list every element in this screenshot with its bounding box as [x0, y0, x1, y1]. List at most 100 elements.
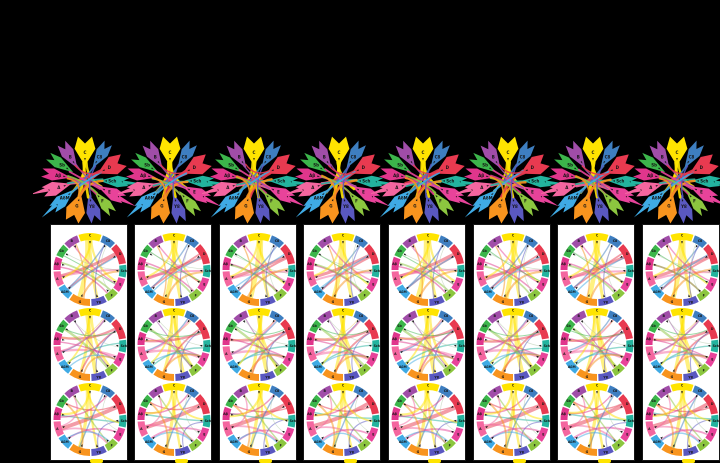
chord-diagram: C C8 D Sch E F Y8 G AδM A Aβ Sb B: [306, 233, 381, 306]
segment-arc: [306, 421, 318, 437]
flower-petal: [582, 136, 603, 166]
chord-diagram: C C8 D Sch E F Y8 G AδM A Aβ Sb B: [560, 308, 635, 381]
segment-label: Sb: [397, 249, 402, 253]
segment-label: Aβ: [223, 412, 228, 416]
segment-label: Sb: [313, 324, 318, 328]
segment-pointer-icon: [503, 294, 506, 297]
segment-pointer-icon: [569, 276, 573, 279]
petal-label: AδM: [398, 196, 408, 201]
segment-label: Sch: [205, 419, 212, 423]
segment-label: C: [342, 309, 345, 313]
segment-arc: [309, 319, 322, 334]
segment-pointer-icon: [575, 192, 579, 196]
segment-label: F: [195, 444, 197, 448]
segment-pointer-icon: [573, 167, 577, 170]
flower-petal: [686, 190, 709, 217]
segment-pointer-icon: [657, 328, 661, 331]
segment-arc: [317, 310, 333, 324]
segment-pointer-icon: [232, 185, 236, 187]
segment-arc: [197, 352, 210, 367]
segment-pointer-icon: [72, 161, 75, 164]
segment-label: Y8: [433, 300, 439, 304]
segment-arc: [77, 383, 102, 392]
petal-label: D: [192, 165, 196, 170]
segment-label: F: [279, 294, 281, 298]
segment-label: G: [163, 450, 166, 454]
petal-label: D: [277, 165, 281, 170]
segment-label: A: [225, 427, 228, 431]
flower-petal: [182, 154, 212, 175]
petal-label: Y8: [88, 204, 95, 209]
segment-pointer-icon: [67, 286, 71, 290]
segment-arc: [311, 359, 326, 374]
flower-petal: [65, 193, 85, 224]
segment-label: AδM: [483, 365, 491, 369]
segment-label: C8: [444, 389, 449, 393]
segment-label: A: [394, 352, 397, 356]
segment-pointer-icon: [485, 426, 488, 429]
segment-pointer-icon: [704, 355, 708, 358]
segment-arc: [306, 256, 316, 271]
petal-label: G: [329, 203, 332, 208]
segment-arc: [541, 414, 549, 428]
segment-pointer-icon: [591, 158, 594, 161]
segment-label: AδM: [60, 290, 68, 294]
segment-label: Aβ: [392, 337, 397, 341]
segment-label: Y8: [95, 300, 101, 304]
segment-pointer-icon: [95, 369, 98, 373]
segment-arc: [90, 295, 107, 306]
segment-label: Sb: [566, 249, 571, 253]
flower-petal: [125, 168, 156, 181]
segment-pointer-icon: [65, 403, 68, 406]
segment-pointer-icon: [411, 320, 415, 323]
segment-pointer-icon: [148, 185, 151, 187]
segment-label: E: [373, 283, 375, 287]
petal-label: Sch: [700, 179, 708, 184]
segment-pointer-icon: [453, 269, 457, 272]
segment-label: C8: [613, 239, 618, 243]
segment-label: Sb: [482, 324, 487, 328]
flower-petal: [177, 140, 197, 169]
chord-panel: C C8 D Sch E F Y8 G AδM A Aβ Sb B C C8 D Sch E F Y8 G AδM A Aβ S…: [134, 224, 213, 461]
segment-label: C: [173, 234, 176, 238]
segment-pointer-icon: [95, 444, 98, 448]
segment-arc: [225, 394, 238, 409]
segment-label: G: [417, 375, 420, 379]
segment-arc: [68, 443, 90, 456]
segment-arc: [331, 383, 355, 392]
petal-label: C: [337, 150, 340, 155]
segment-pointer-icon: [366, 405, 369, 408]
segment-arc: [153, 368, 175, 381]
segment-arc: [438, 385, 453, 399]
flower-petal: [92, 140, 112, 169]
segment-label: D: [626, 327, 629, 331]
segment-arc: [77, 233, 102, 242]
segment-arc: [541, 264, 549, 278]
segment-pointer-icon: [610, 320, 613, 323]
segment-label: E: [457, 433, 459, 437]
segment-arc: [197, 277, 210, 292]
segment-arc: [702, 319, 718, 340]
segment-pointer-icon: [526, 245, 529, 248]
segment-pointer-icon: [695, 395, 698, 398]
segment-label: Sch: [459, 419, 466, 423]
segment-pointer-icon: [326, 161, 329, 164]
segment-pointer-icon: [275, 289, 278, 292]
segment-label: Y8: [518, 450, 524, 454]
chord-diagram: C C8 D Sch E F Y8 G AδM A Aβ Sb B: [645, 308, 720, 381]
segment-pointer-icon: [695, 320, 698, 323]
segment-label: G: [163, 300, 166, 304]
segment-arc: [645, 406, 655, 421]
segment-pointer-icon: [366, 280, 370, 283]
petal-label: D: [446, 165, 450, 170]
segment-label: B: [578, 314, 581, 318]
segment-pointer-icon: [585, 198, 587, 202]
petal-spike: [541, 195, 559, 207]
segment-pointer-icon: [190, 439, 193, 442]
segment-pointer-icon: [450, 255, 454, 258]
segment-arc: [394, 244, 407, 259]
petal-label: G: [498, 203, 501, 208]
segment-pointer-icon: [620, 355, 623, 358]
petal-label: E: [446, 190, 449, 195]
segment-arc: [357, 288, 372, 302]
